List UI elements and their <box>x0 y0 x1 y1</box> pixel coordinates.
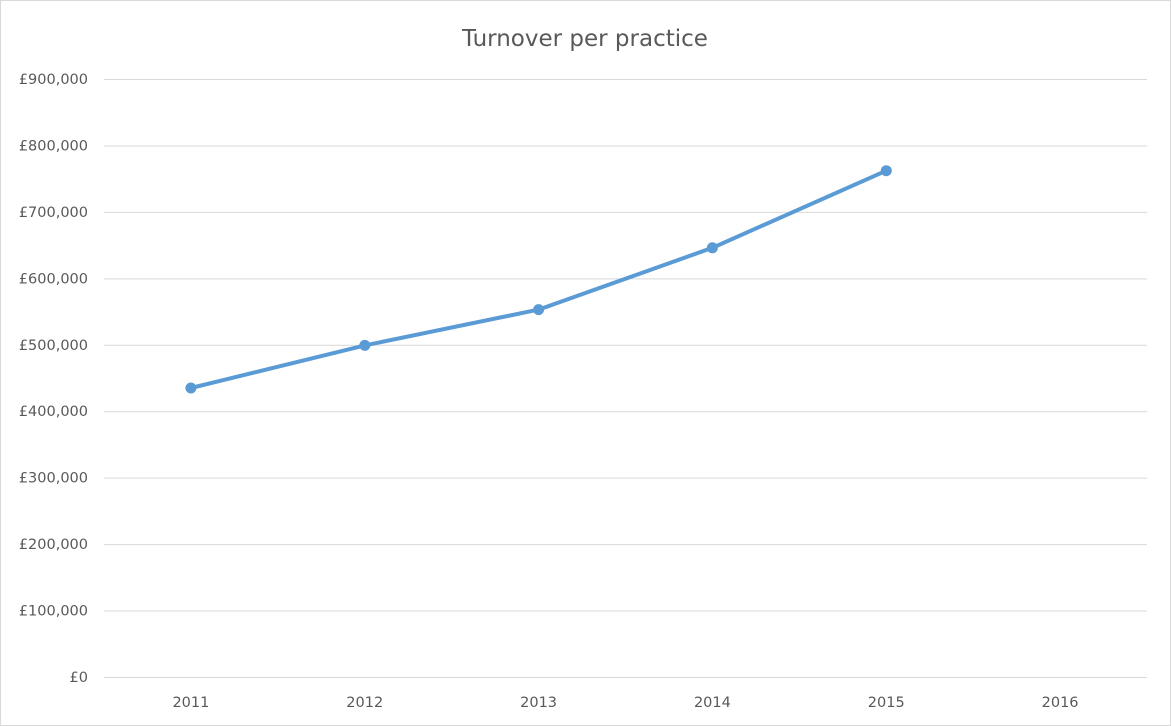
y-tick-label: £0 <box>70 670 88 686</box>
gridlines <box>104 79 1147 678</box>
data-point-2014 <box>706 242 718 254</box>
y-tick-label: £600,000 <box>19 271 88 287</box>
data-point-2012 <box>359 339 371 351</box>
x-tick-label: 2016 <box>1042 695 1079 711</box>
series-line <box>188 168 889 390</box>
x-tick-label: 2013 <box>520 695 557 711</box>
y-tick-label: £500,000 <box>19 338 88 354</box>
data-point-2013 <box>533 304 545 316</box>
x-tick-label: 2011 <box>172 695 209 711</box>
x-tick-label: 2014 <box>694 695 731 711</box>
y-tick-label: £800,000 <box>19 138 88 154</box>
y-tick-label: £400,000 <box>19 404 88 420</box>
y-tick-label: £700,000 <box>19 205 88 221</box>
chart-title: Turnover per practice <box>461 26 708 52</box>
y-tick-label: £900,000 <box>19 72 88 88</box>
y-tick-label: £100,000 <box>19 604 88 620</box>
x-tick-label: 2012 <box>346 695 383 711</box>
y-tick-label: £300,000 <box>19 471 88 487</box>
data-point-2015 <box>880 165 892 177</box>
series-layer <box>185 165 892 394</box>
data-point-2011 <box>185 382 197 394</box>
x-tick-label: 2015 <box>868 695 905 711</box>
y-axis-tick-labels: £0 £100,000 £200,000 £300,000 £400,000 £500,0… <box>19 72 88 686</box>
x-axis-tick-labels: 2011 2012 2013 2014 2015 2016 <box>172 695 1078 711</box>
y-tick-label: £200,000 <box>19 537 88 553</box>
